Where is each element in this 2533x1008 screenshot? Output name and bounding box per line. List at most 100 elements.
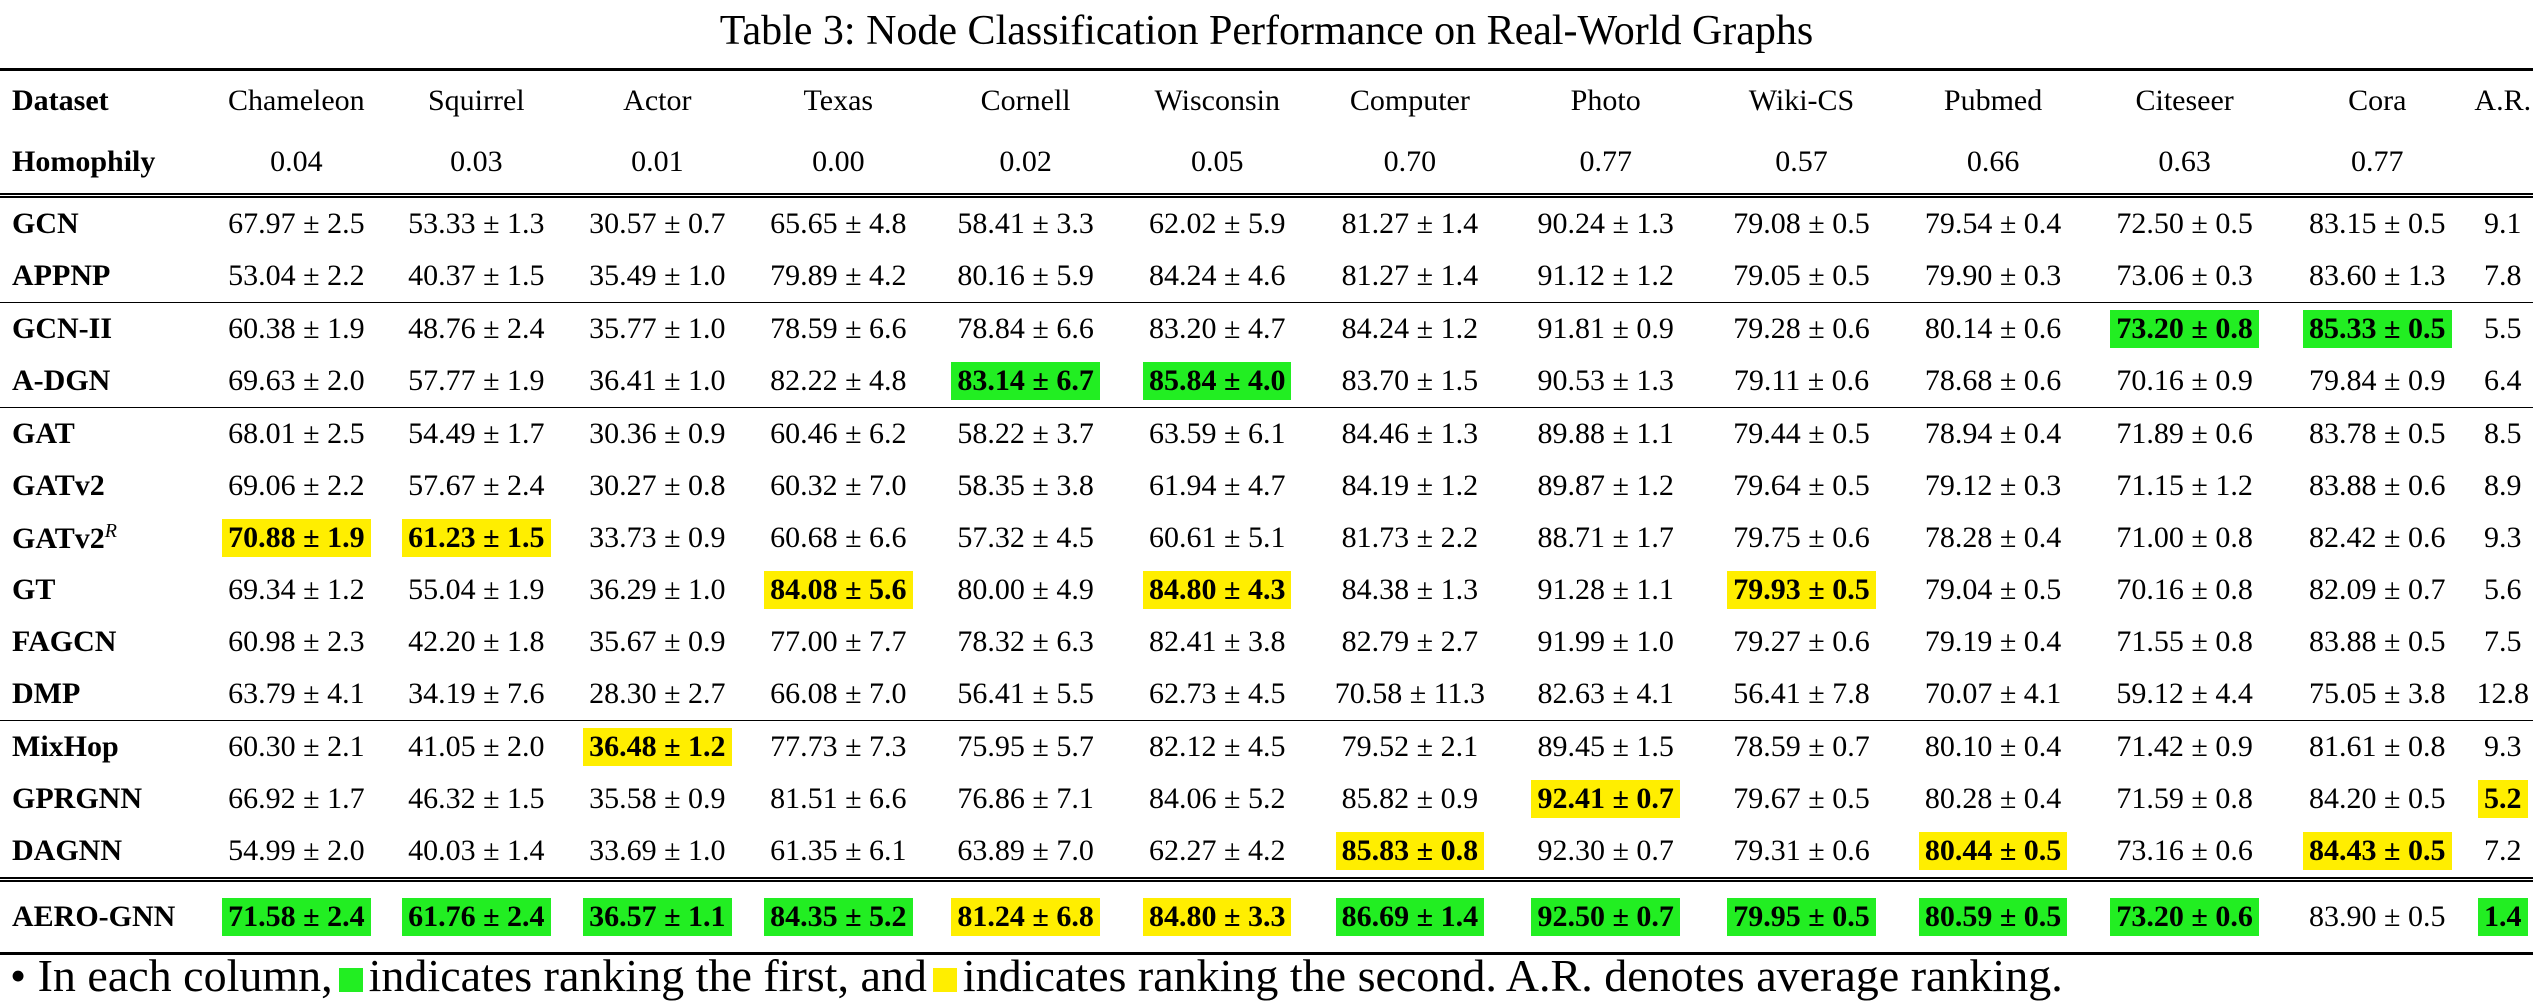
result-cell: 56.41 ± 5.5 <box>957 677 1094 710</box>
model-name-text: APPNP <box>12 259 111 292</box>
header-dataset: Dataset <box>0 68 208 131</box>
homophily-value: 0.63 <box>2158 145 2211 178</box>
homophily-value <box>2473 131 2533 196</box>
result-cell: 9.3 <box>2472 720 2533 773</box>
table-row: GPRGNN 66.92 ± 1.7 46.32 ± 1.5 35.58 ± 0.9 8… <box>0 773 2533 825</box>
result-cell: 35.77 ± 1.0 <box>567 302 748 355</box>
result-cell: 79.28 ± 0.6 <box>1704 302 1899 355</box>
note-text-2: indicates ranking the first, and <box>368 950 927 1001</box>
model-name-text: A-DGN <box>12 364 111 397</box>
result-cell: 84.08 ± 5.6 <box>747 564 929 616</box>
rank-second-highlight: 84.43 ± 0.5 <box>2303 832 2452 870</box>
result-cell: 81.51 ± 6.6 <box>770 782 907 815</box>
result-cell: 79.04 ± 0.5 <box>1924 573 2062 606</box>
rank-first-highlight: 73.20 ± 0.8 <box>2110 310 2259 348</box>
result-cell: 71.89 ± 0.6 <box>2087 407 2283 460</box>
model-name: A-DGN <box>0 355 207 408</box>
result-cell: 59.12 ± 4.4 <box>2116 677 2253 710</box>
model-name-text: MixHop <box>12 730 119 763</box>
result-cell: 35.67 ± 0.9 <box>589 625 726 658</box>
result-cell: 82.63 ± 4.1 <box>1537 677 1674 710</box>
result-cell: 69.06 ± 2.2 <box>228 469 365 502</box>
result-cell: 57.77 ± 1.9 <box>408 364 545 397</box>
homophily-value: 0.57 <box>1775 145 1828 178</box>
rank-second-highlight: 92.41 ± 0.7 <box>1531 780 1680 818</box>
result-cell: 79.12 ± 0.3 <box>1924 469 2062 502</box>
result-cell: 90.53 ± 1.3 <box>1537 364 1674 397</box>
result-cell: 79.84 ± 0.9 <box>2309 364 2446 397</box>
result-cell: 81.61 ± 0.8 <box>2282 720 2473 773</box>
rank-second-highlight: 36.48 ± 1.2 <box>583 728 732 766</box>
result-cell: 83.14 ± 6.7 <box>929 355 1122 408</box>
result-cell: 92.30 ± 0.7 <box>1537 834 1674 867</box>
table-row: GATv2R 70.88 ± 1.9 61.23 ± 1.5 33.73 ± 0.9 6… <box>0 512 2533 564</box>
model-name-text: GPRGNN <box>12 782 142 815</box>
rank-second-highlight: 81.24 ± 6.8 <box>951 898 1100 936</box>
result-cell: 83.88 ± 0.5 <box>2309 625 2446 658</box>
rank-first-highlight: 86.69 ± 1.4 <box>1335 898 1485 936</box>
result-cell: 69.63 ± 2.0 <box>228 364 365 397</box>
model-name: GAT <box>0 407 208 460</box>
rank-first-highlight: 80.59 ± 0.5 <box>1918 898 2068 936</box>
result-cell: 89.88 ± 1.1 <box>1507 407 1705 460</box>
result-cell: 63.79 ± 4.1 <box>228 677 365 710</box>
result-cell: 58.35 ± 3.8 <box>957 469 1094 502</box>
homophily-value: 0.05 <box>1190 145 1244 178</box>
result-cell: 85.33 ± 0.5 <box>2282 302 2473 355</box>
result-cell: 60.30 ± 2.1 <box>207 720 386 773</box>
model-name-text: GAT <box>12 417 75 450</box>
homophily-value: 0.01 <box>631 145 684 178</box>
result-cell: 73.16 ± 0.6 <box>2116 834 2253 867</box>
result-cell: 75.05 ± 3.8 <box>2309 677 2446 710</box>
rank-second-highlight: 85.83 ± 0.8 <box>1335 832 1485 870</box>
table-row: GATv2 69.06 ± 2.2 57.67 ± 2.4 30.27 ± 0.8 60… <box>0 460 2533 512</box>
model-name-text: GCN <box>12 207 79 240</box>
model-name-text: GCN-II <box>12 312 113 345</box>
result-cell: 9.1 <box>2472 193 2533 250</box>
rank-first-highlight: 92.50 ± 0.7 <box>1531 898 1680 936</box>
rank-first-highlight: 79.95 ± 0.5 <box>1727 898 1876 936</box>
model-name: DAGNN <box>0 825 207 880</box>
result-cell: 8.5 <box>2472 407 2533 460</box>
table-caption: Table 3: Node Classification Performance… <box>719 8 1814 54</box>
rank-second-highlight: 84.08 ± 5.6 <box>764 571 913 609</box>
header-cell: Cornell <box>929 68 1122 131</box>
model-name: GATv2R <box>0 512 207 564</box>
header-cell: Squirrel <box>385 68 568 131</box>
homophily-value: 0.03 <box>450 145 503 178</box>
result-cell: 85.82 ± 0.9 <box>1341 782 1479 815</box>
result-cell: 84.80 ± 3.3 <box>1121 877 1313 955</box>
rank-first-highlight: 83.14 ± 6.7 <box>951 362 1100 400</box>
note-text-1: In each column, <box>37 950 333 1001</box>
model-name: APPNP <box>0 250 207 303</box>
header-cell: Wiki-CS <box>1704 68 1899 131</box>
homophily-value: 0.77 <box>2351 145 2404 178</box>
second-rank-swatch <box>932 968 957 993</box>
result-cell: 85.83 ± 0.8 <box>1313 825 1508 880</box>
table-row: DMP 63.79 ± 4.1 34.19 ± 7.6 28.30 ± 2.7 66.0… <box>0 668 2533 721</box>
result-cell: 85.84 ± 4.0 <box>1122 355 1313 408</box>
result-cell: 40.03 ± 1.4 <box>408 834 545 867</box>
result-cell: 83.15 ± 0.5 <box>2282 193 2473 250</box>
rank-second-highlight: 79.93 ± 0.5 <box>1727 571 1876 609</box>
table-row: GCN 67.97 ± 2.5 53.33 ± 1.3 30.57 ± 0.7 65.6… <box>0 193 2533 250</box>
result-cell: 79.44 ± 0.5 <box>1704 407 1899 460</box>
result-cell: 63.59 ± 6.1 <box>1121 407 1313 460</box>
result-cell: 80.59 ± 0.5 <box>1898 877 2088 955</box>
result-cell: 80.28 ± 0.4 <box>1924 782 2062 815</box>
model-name: MixHop <box>0 720 208 773</box>
result-cell: 91.99 ± 1.0 <box>1537 625 1674 658</box>
result-cell: 84.80 ± 4.3 <box>1122 564 1313 616</box>
result-cell: 81.27 ± 1.4 <box>1312 193 1508 250</box>
result-cell: 84.35 ± 5.2 <box>747 877 930 955</box>
result-cell: 83.88 ± 0.6 <box>2309 469 2446 502</box>
result-cell: 57.67 ± 2.4 <box>408 469 545 502</box>
result-cell: 79.67 ± 0.5 <box>1733 782 1870 815</box>
result-cell: 86.69 ± 1.4 <box>1312 877 1508 955</box>
result-cell: 73.06 ± 0.3 <box>2116 259 2253 292</box>
result-cell: 6.4 <box>2484 364 2522 397</box>
model-name: GT <box>0 564 207 616</box>
result-cell: 78.32 ± 6.3 <box>957 625 1094 658</box>
result-cell: 1.4 <box>2472 877 2533 955</box>
result-cell: 60.98 ± 2.3 <box>228 625 365 658</box>
